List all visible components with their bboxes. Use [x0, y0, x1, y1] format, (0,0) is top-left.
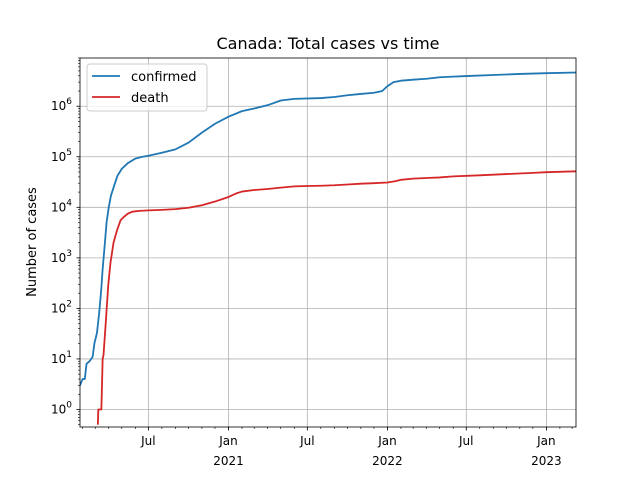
x-axis-ticks: Jul Jan 2021 Jul Jan 2022 Jul Jan 2023	[82, 427, 573, 468]
x-tick-year-label: 2022	[372, 454, 403, 468]
y-tick-exponent: 6	[66, 97, 72, 107]
grid-lines	[80, 58, 576, 427]
x-tick-label: Jan	[218, 434, 238, 448]
y-tick-exponent: 4	[66, 198, 72, 208]
legend-label-confirmed: confirmed	[131, 70, 197, 85]
y-tick-exponent: 1	[66, 350, 72, 360]
x-tick-label: Jul	[140, 434, 155, 448]
x-tick-label: Jul	[458, 434, 473, 448]
x-tick-label: Jan	[536, 434, 556, 448]
chart-title: Canada: Total cases vs time	[216, 34, 439, 53]
x-tick-label: Jan	[377, 434, 397, 448]
x-tick-label: Jul	[299, 434, 314, 448]
y-tick-exponent: 5	[66, 148, 72, 158]
x-tick-year-label: 2023	[531, 454, 562, 468]
legend-label-death: death	[131, 91, 169, 106]
x-tick-year-label: 2021	[213, 454, 244, 468]
y-tick-exponent: 2	[66, 299, 72, 309]
y-tick-exponent: 0	[66, 400, 72, 410]
y-tick-exponent: 3	[66, 249, 72, 259]
y-axis-label: Number of cases	[25, 187, 40, 297]
legend: confirmed death	[86, 63, 208, 112]
series-line-confirmed	[80, 71, 576, 386]
series-line-death	[96, 170, 576, 425]
series-lines	[80, 71, 576, 425]
